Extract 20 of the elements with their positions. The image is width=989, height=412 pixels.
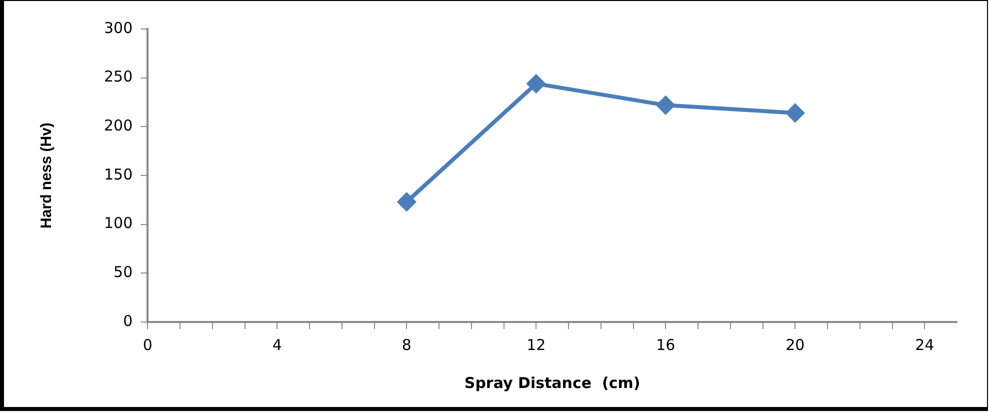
x-tick-label: 16: [656, 336, 676, 354]
x-axis-title: Spray Distance (cm): [464, 374, 640, 392]
y-tick-label: 0: [123, 312, 133, 330]
x-tick-label: 0: [142, 336, 152, 354]
y-axis-title: Hard ness (Hv): [38, 122, 56, 228]
y-tick-label: 200: [104, 116, 133, 135]
x-tick-label: 24: [915, 336, 934, 354]
x-tick-label: 20: [786, 336, 805, 354]
y-tick-label: 50: [114, 263, 133, 282]
y-tick-label: 150: [104, 165, 133, 184]
x-tick-label: 8: [402, 336, 412, 354]
x-tick-label: 4: [272, 336, 282, 354]
point: [656, 96, 675, 114]
y-tick-label: 250: [104, 68, 133, 86]
y-tick-label: 300: [104, 18, 133, 37]
point: [786, 104, 804, 122]
y-tick-label: 100: [104, 214, 133, 232]
x-tick-label: 12: [526, 336, 546, 354]
point: [527, 74, 546, 93]
point: [398, 192, 416, 211]
